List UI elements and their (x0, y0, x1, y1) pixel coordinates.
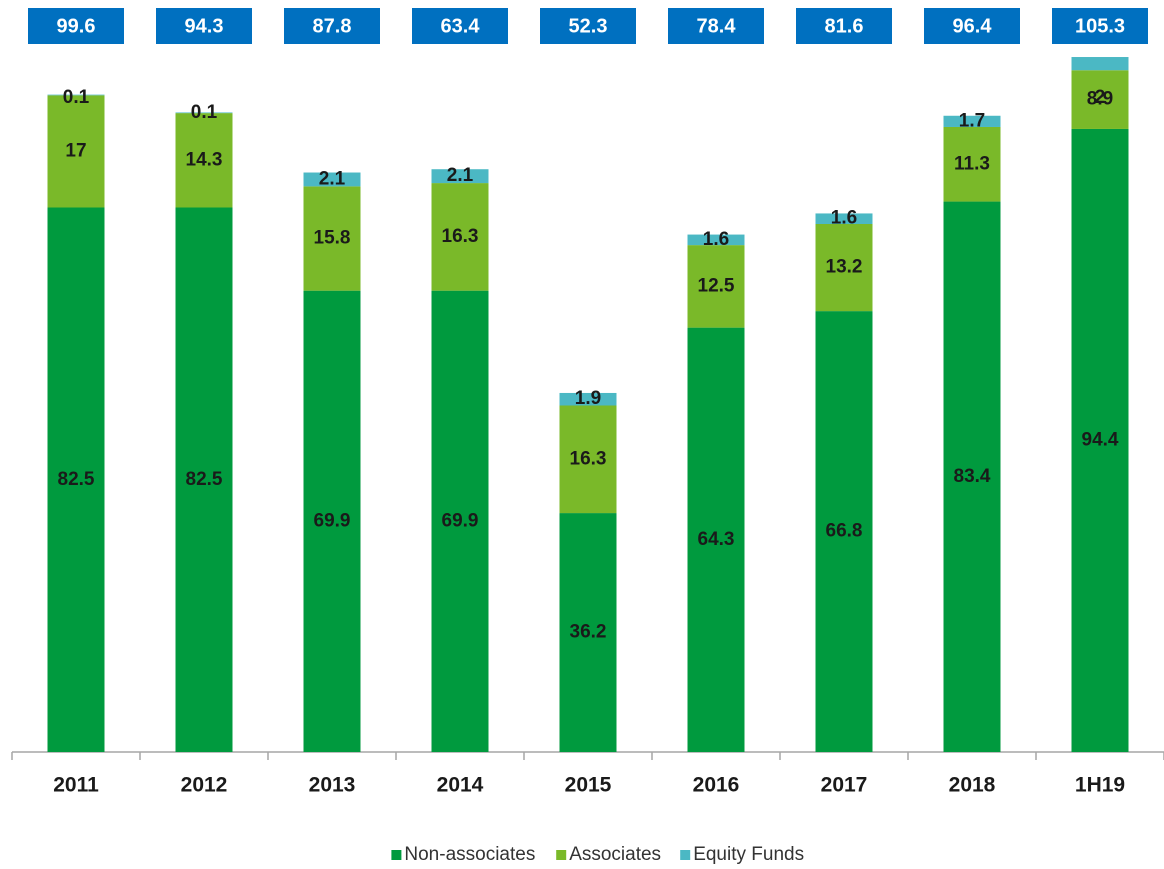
bar-segment (815, 224, 873, 312)
total-label: 87.8 (313, 15, 352, 37)
bar-segment (1071, 57, 1129, 71)
bar-segment (559, 513, 617, 752)
bar-segment (303, 186, 361, 291)
data-label: 1.9 (575, 388, 601, 409)
bar-segment (559, 392, 617, 406)
data-label: 0.1 (191, 102, 218, 123)
bar-segment (175, 207, 233, 752)
data-label: 36.2 (570, 622, 607, 643)
bar-segment (47, 207, 105, 752)
bar-segment (943, 115, 1001, 127)
total-box (156, 8, 252, 44)
data-label: 1.6 (831, 208, 857, 229)
legend-label: Non-associates (404, 844, 535, 865)
x-tick-label: 2011 (53, 774, 99, 797)
total-label: 96.4 (953, 15, 993, 37)
data-label: 1.7 (959, 110, 985, 131)
bar-segment (943, 201, 1001, 752)
bar-segment (175, 113, 233, 208)
data-label: 64.3 (698, 529, 735, 550)
total-label: 63.4 (441, 15, 481, 37)
bar-segment (1071, 128, 1129, 752)
bar-segment (431, 290, 489, 752)
bar-segment (47, 95, 105, 208)
total-box (1052, 8, 1148, 44)
legend-label: Equity Funds (693, 844, 804, 865)
bar-segment (47, 94, 105, 96)
data-label: 2.1 (319, 168, 346, 189)
bar-segment (815, 311, 873, 752)
total-box (412, 8, 508, 44)
total-box (540, 8, 636, 44)
total-label: 105.3 (1075, 15, 1125, 37)
bar-segment (687, 234, 745, 246)
data-label: 0.1 (63, 87, 90, 108)
legend-label: Associates (569, 844, 661, 865)
legend-swatch (556, 850, 567, 860)
bar-segment (303, 172, 361, 187)
data-label: 83.4 (954, 466, 991, 487)
bar-segment (559, 405, 617, 514)
data-label: 14.3 (186, 149, 223, 170)
bar-segment (815, 213, 873, 224)
data-label: 16.3 (442, 226, 479, 247)
total-box (28, 8, 124, 44)
data-label: 12.5 (698, 275, 735, 296)
data-label: 16.3 (570, 448, 607, 469)
total-label: 78.4 (697, 15, 737, 37)
legend-swatch (391, 850, 402, 860)
x-tick-label: 2015 (565, 774, 612, 797)
total-box (284, 8, 380, 44)
bar-segment (1071, 70, 1129, 129)
total-label: 99.6 (57, 15, 96, 37)
total-label: 52.3 (569, 15, 608, 37)
total-box (796, 8, 892, 44)
total-label: 94.3 (185, 15, 224, 37)
total-box (924, 8, 1020, 44)
data-label: 8.9 (1087, 89, 1113, 110)
x-tick-label: 2012 (181, 774, 228, 797)
data-label: 13.2 (826, 257, 863, 278)
x-tick-label: 2013 (309, 774, 356, 797)
data-label: 66.8 (826, 521, 863, 542)
bar-segment (303, 290, 361, 752)
data-label: 82.5 (186, 469, 223, 490)
data-label: 2 (1095, 87, 1106, 108)
data-label: 82.5 (58, 469, 95, 490)
total-box (668, 8, 764, 44)
data-label: 2.1 (447, 165, 474, 186)
data-label: 1.6 (703, 229, 729, 250)
data-label: 17 (65, 140, 86, 161)
bar-segment (431, 169, 489, 184)
total-label: 81.6 (825, 15, 864, 37)
x-tick-label: 2018 (949, 774, 996, 797)
x-tick-label: 2016 (693, 774, 740, 797)
bar-segment (431, 183, 489, 291)
data-label: 69.9 (314, 510, 351, 531)
data-label: 94.4 (1082, 429, 1119, 450)
x-tick-label: 1H19 (1075, 774, 1125, 797)
x-tick-label: 2014 (437, 774, 484, 797)
data-label: 69.9 (442, 510, 479, 531)
legend-swatch (680, 850, 691, 860)
x-tick-label: 2017 (821, 774, 868, 797)
bar-segment (687, 327, 745, 752)
data-label: 11.3 (954, 153, 990, 174)
bar-segment (687, 245, 745, 328)
bar-segment (175, 112, 233, 114)
data-label: 15.8 (314, 228, 351, 249)
bar-segment (943, 126, 1001, 202)
